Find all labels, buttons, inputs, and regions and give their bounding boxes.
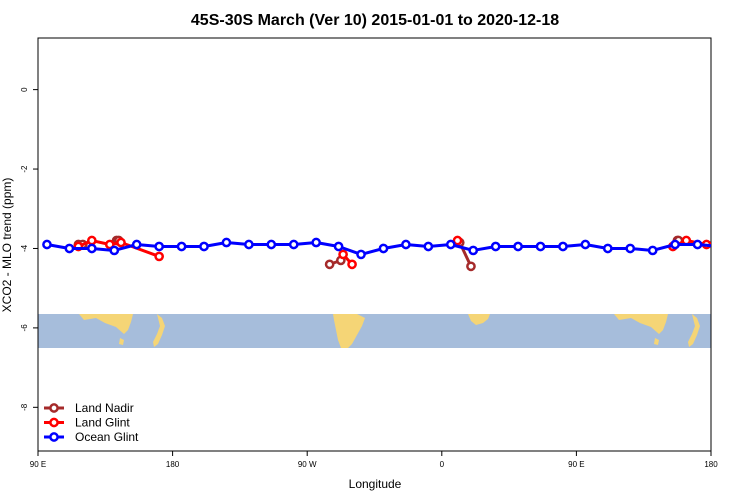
ocean-glint-point — [692, 239, 703, 250]
ocean-glint-point — [423, 241, 434, 252]
ocean-glint-point — [311, 237, 322, 248]
legend-item-land-nadir: Land Nadir — [44, 401, 134, 415]
ocean-glint-point — [86, 243, 97, 254]
ocean-glint-point — [401, 239, 411, 250]
series-ocean-glint — [42, 237, 723, 260]
ocean-glint-point — [109, 245, 120, 256]
ocean-glint-point — [468, 245, 479, 256]
legend-swatch-marker — [49, 417, 59, 428]
ocean-glint-point — [535, 241, 546, 252]
land-nadir-point — [324, 259, 335, 270]
land-glint-point — [452, 235, 463, 246]
legend-label: Ocean Glint — [75, 430, 139, 444]
series-land-nadir — [73, 235, 684, 272]
land-glint-point — [347, 259, 357, 270]
y-tick-label: -4 — [20, 244, 29, 252]
map-ocean — [38, 314, 711, 348]
map-land-australia-repeat — [614, 314, 668, 334]
map-strip — [38, 314, 711, 348]
ocean-glint-point — [266, 239, 277, 250]
series-layer — [42, 235, 723, 272]
land-glint-point — [104, 239, 115, 250]
ocean-glint-point — [625, 243, 636, 254]
x-tick-label: 90 E — [30, 460, 46, 469]
x-tick-label: 90 E — [568, 460, 584, 469]
ocean-glint-point — [558, 241, 568, 252]
land-glint-point — [86, 235, 97, 246]
ocean-glint-point — [490, 241, 501, 252]
ocean-glint-point — [602, 243, 613, 254]
land-glint-point — [154, 251, 164, 262]
ocean-glint-point — [42, 239, 52, 250]
ocean-glint-point — [647, 245, 658, 256]
ocean-glint-point — [221, 237, 232, 248]
ocean-glint-point — [199, 241, 209, 252]
map-land-tasmania-repeat — [654, 338, 659, 345]
ocean-glint-point — [378, 243, 389, 254]
y-axis-label: XCO2 - MLO trend (ppm) — [0, 178, 14, 313]
land-glint-point — [116, 237, 126, 248]
x-axis: 90 E 180 90 W 0 90 E 180 — [30, 451, 718, 469]
y-tick-label: -6 — [20, 324, 29, 332]
ocean-glint-point — [333, 241, 344, 252]
ocean-glint-point — [580, 239, 591, 250]
map-land-australia — [79, 314, 133, 334]
x-tick-label: 0 — [440, 460, 445, 469]
land-nadir-point — [466, 261, 476, 272]
map-land-new-zealand-repeat — [688, 314, 700, 347]
legend-label: Land Nadir — [75, 401, 134, 415]
legend-item-land-glint: Land Glint — [44, 416, 130, 430]
legend-label: Land Glint — [75, 416, 130, 430]
legend-item-ocean-glint: Ocean Glint — [44, 430, 139, 444]
x-tick-label: 180 — [704, 460, 718, 469]
ocean-glint-point — [445, 239, 456, 250]
ocean-glint-point — [131, 239, 142, 250]
y-tick-label: -8 — [20, 403, 29, 411]
ocean-glint-point — [356, 249, 366, 260]
ocean-glint-point — [176, 241, 187, 252]
legend-swatch-marker — [49, 403, 59, 413]
map-land-south-america — [333, 314, 365, 348]
land-glint-point — [716, 239, 723, 246]
chart-title: 45S-30S March (Ver 10) 2015-01-01 to 202… — [191, 12, 559, 29]
ocean-glint-point — [244, 239, 254, 250]
ocean-glint-point — [670, 239, 680, 250]
legend-swatch-marker — [49, 432, 59, 442]
ocean-glint-point — [513, 241, 523, 252]
x-tick-label: 180 — [166, 460, 180, 469]
map-land-new-zealand — [153, 314, 165, 347]
ocean-glint-point — [716, 243, 723, 250]
x-tick-label: 90 W — [298, 460, 317, 469]
map-land-africa — [468, 314, 490, 325]
y-axis: 0 -2 -4 -6 -8 — [20, 87, 38, 411]
y-tick-label: 0 — [20, 87, 29, 92]
x-axis-label: Longitude — [349, 477, 402, 491]
map-land-tasmania — [119, 338, 124, 345]
ocean-glint-point — [64, 243, 75, 254]
land-glint-point — [338, 249, 348, 260]
y-tick-label: -2 — [20, 165, 29, 173]
ocean-glint-point — [154, 241, 164, 252]
ocean-glint-point — [288, 239, 299, 250]
